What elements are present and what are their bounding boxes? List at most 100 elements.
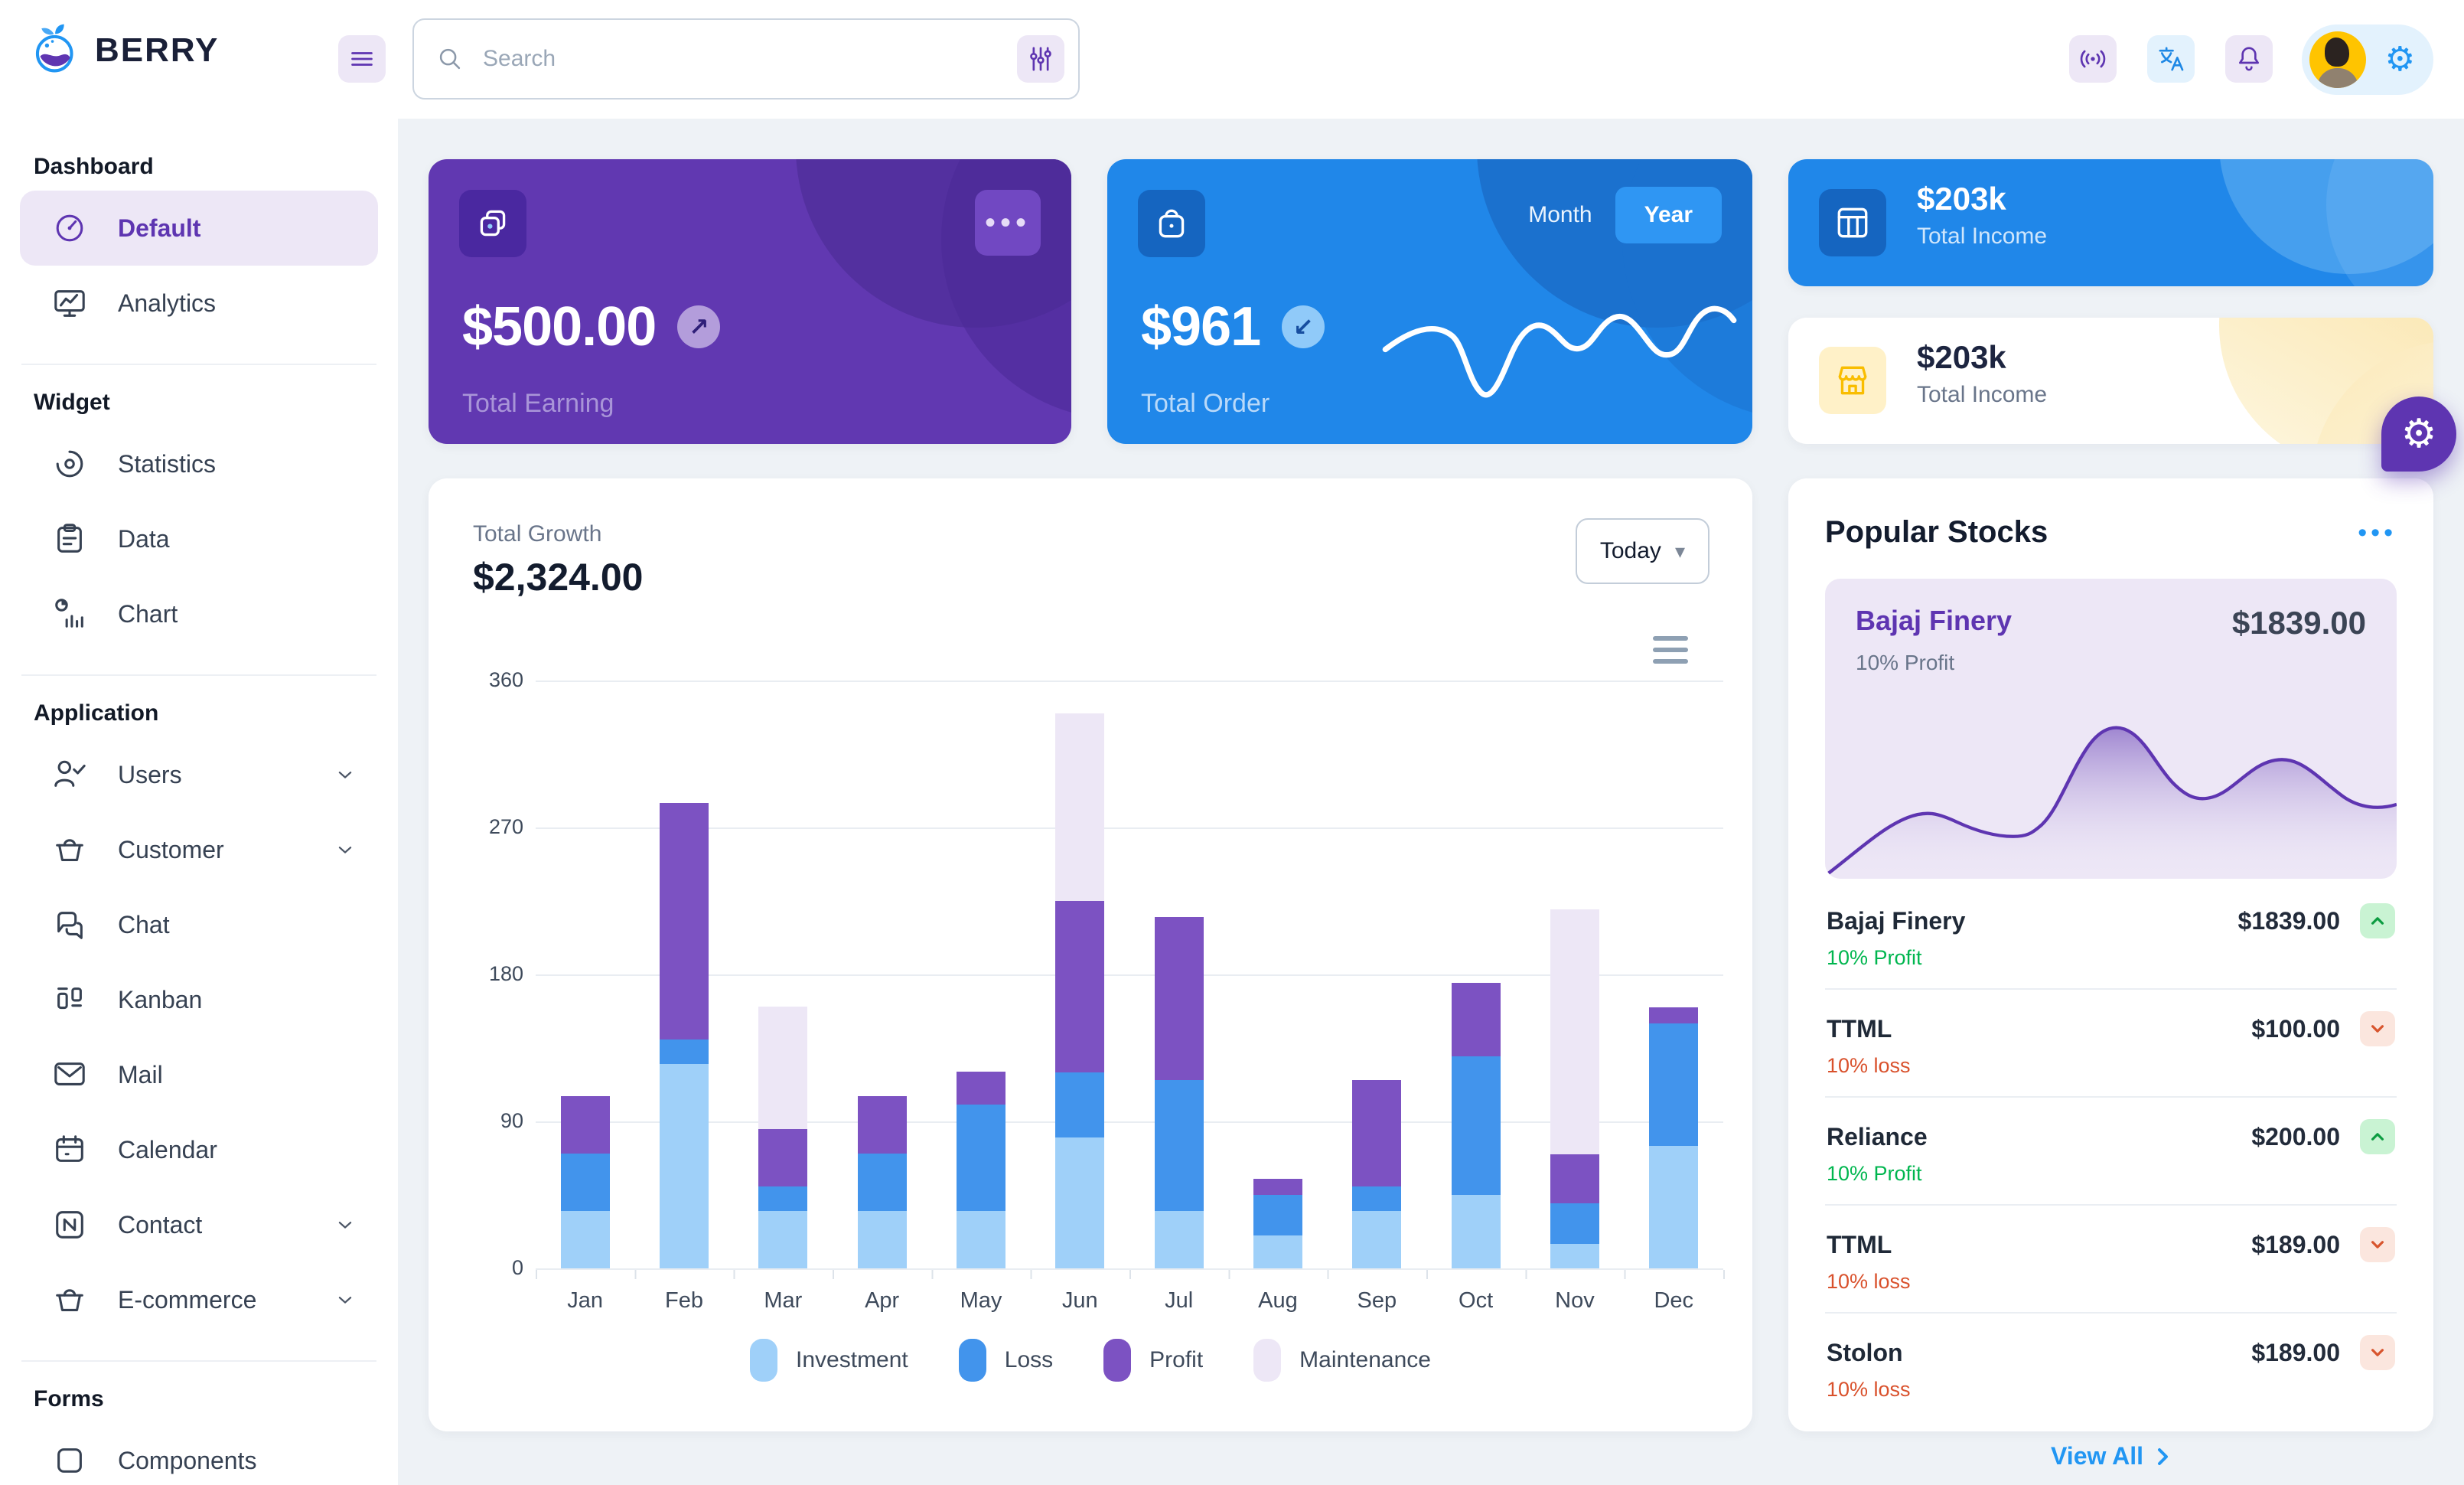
chevron-up-badge[interactable] [2360,903,2395,938]
sidebar-item-data[interactable]: Data [20,501,378,576]
stock-name: TTML [1827,1230,1892,1258]
sidebar-item-mail[interactable]: Mail [20,1037,378,1112]
notifications-button[interactable] [2225,35,2273,83]
earning-menu-button[interactable]: ••• [975,190,1041,256]
y-axis-label: 90 [500,1109,523,1132]
gridline [536,680,1723,682]
sidebar-item-chat[interactable]: Chat [20,887,378,962]
sidebar-item-calendar[interactable]: Calendar [20,1112,378,1187]
stock-change: 10% loss [1827,1378,1911,1401]
stock-name: Stolon [1827,1338,1903,1366]
bar-jan [560,1096,610,1268]
legend-item-loss[interactable]: Loss [958,1339,1054,1382]
sidebar-item-users[interactable]: Users [20,737,378,812]
total-order-label: Total Order [1141,389,1270,418]
stock-row: TTML $100.00 10% loss [1825,990,2397,1098]
view-all-link[interactable]: View All [1825,1441,2397,1471]
sidebar-item-components[interactable]: Components [20,1423,378,1485]
search-input[interactable] [481,45,1000,73]
legend-label: Loss [1004,1347,1054,1372]
view-all-label: View All [2051,1442,2143,1470]
chevron-right-icon [2157,1447,2168,1465]
bar-segment-investment [1451,1195,1501,1268]
chevron-up-badge[interactable] [2360,1119,2395,1154]
sidebar-item-customer[interactable]: Customer [20,812,378,887]
y-axis-label: 270 [488,815,523,838]
bar-segment-loss [1550,1203,1599,1244]
stocks-menu-button[interactable]: ••• [2358,517,2397,547]
stock-list: Bajaj Finery $1839.00 10% Profit TTML $100.0… [1825,882,2397,1420]
sidebar-item-analytics[interactable]: Analytics [20,266,378,341]
bar-segment-profit [1055,901,1105,1072]
berry-logo-icon [34,23,78,77]
gridline [536,1121,1723,1123]
period-select[interactable]: Today ▾ [1575,518,1709,584]
sidebar-item-chart[interactable]: Chart [20,576,378,651]
sidebar-item-label: Kanban [118,985,203,1013]
toggle-year-button[interactable]: Year [1615,187,1722,243]
wallet-copy-icon [459,190,526,257]
sidebar-item-label: Analytics [118,289,217,317]
bar-nov [1550,909,1599,1268]
sidebar-item-default[interactable]: Default [20,191,378,266]
x-axis-label: May [960,1288,1002,1313]
bar-mar [758,1007,808,1268]
bar-segment-investment [857,1211,907,1268]
x-axis-label: Feb [665,1288,703,1313]
translate-button[interactable] [2147,35,2195,83]
bar-sep [1352,1080,1402,1268]
bar-aug [1253,1179,1302,1268]
customize-fab-button[interactable]: ⚙ [2381,397,2456,472]
users-icon [52,757,87,792]
y-axis-label: 360 [488,668,523,691]
chevron-down-badge[interactable] [2360,1011,2395,1046]
bar-segment-loss [560,1154,610,1211]
bar-segment-loss [1253,1195,1302,1235]
bar-segment-profit [1550,1154,1599,1203]
bar-segment-maintenance [758,1007,808,1129]
chart-menu-icon[interactable] [1653,636,1688,664]
bar-segment-investment [1649,1146,1699,1268]
legend-item-profit[interactable]: Profit [1103,1339,1203,1382]
settings-icon: ⚙ [2384,41,2415,78]
bar-segment-loss [1649,1023,1699,1146]
brand-logo[interactable]: BERRY [34,23,219,77]
chevron-down-icon [332,1212,358,1238]
legend-swatch [1253,1339,1282,1382]
legend-item-investment[interactable]: Investment [750,1339,908,1382]
sidebar-divider [21,364,376,365]
sidebar-item-label: Customer [118,835,224,863]
sidebar-toggle-button[interactable] [338,35,386,83]
y-axis-label: 0 [511,1256,523,1279]
search-filter-button[interactable] [1017,35,1064,83]
sidebar-item-e-commerce[interactable]: E-commerce [20,1262,378,1337]
bar-segment-investment [1352,1211,1402,1268]
bar-columns [536,680,1723,1268]
total-growth-value: $2,324.00 [473,556,644,599]
broadcast-button[interactable] [2069,35,2117,83]
stock-price: $200.00 [2251,1122,2340,1150]
legend-item-maintenance[interactable]: Maintenance [1253,1339,1431,1382]
chevron-down-badge[interactable] [2360,1335,2395,1370]
popular-stocks-title: Popular Stocks [1825,515,2048,549]
sidebar-item-statistics[interactable]: Statistics [20,426,378,501]
x-axis-label: Sep [1357,1288,1397,1313]
bar-segment-profit [1649,1007,1699,1023]
bar-segment-investment [659,1064,709,1268]
order-sparkline [1382,305,1737,398]
sidebar-item-label: Data [118,524,170,553]
sidebar-item-contact[interactable]: Contact [20,1187,378,1262]
bar-apr [857,1096,907,1268]
bar-column-feb [634,680,733,1268]
profile-menu[interactable]: ⚙ [2302,24,2433,95]
main-content: ••• $500.00 ↗ Total Earning Month Year $… [398,119,2464,1485]
sidebar-item-kanban[interactable]: Kanban [20,962,378,1037]
sidebar-item-label: Default [118,214,201,242]
stock-change: 10% Profit [1827,1162,1922,1185]
toggle-month-button[interactable]: Month [1511,191,1608,239]
x-axis-label: Oct [1459,1288,1494,1313]
chevron-down-badge[interactable] [2360,1227,2395,1262]
sidebar-item-label: Chart [118,599,178,628]
table-icon [1819,189,1886,256]
featured-stock-name: Bajaj Finery [1856,605,2013,636]
